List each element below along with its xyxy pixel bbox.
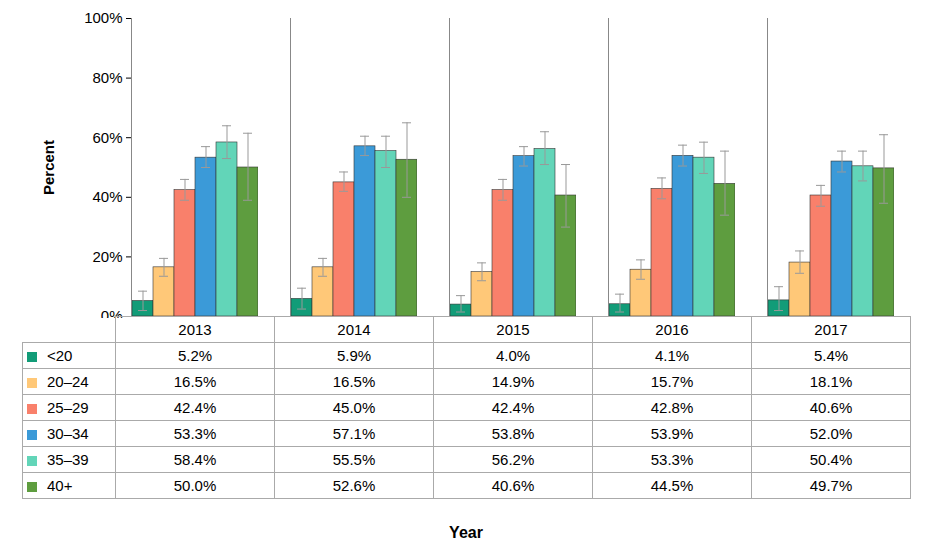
html-text:50.4%: 50.4%	[809, 451, 853, 468]
html-text:52.0%: 52.0%	[809, 425, 853, 442]
html-text:42.4%: 42.4%	[173, 399, 217, 416]
html-text:58.4%: 58.4%	[173, 451, 217, 468]
html-text:4.0%: 4.0%	[495, 347, 531, 364]
html-text:18.1%: 18.1%	[809, 373, 853, 390]
html-text:16.5%: 16.5%	[332, 373, 376, 390]
html-text:40.6%: 40.6%	[809, 399, 853, 416]
html-text:50.0%: 50.0%	[173, 477, 217, 494]
html-text:56.2%: 56.2%	[491, 451, 535, 468]
svg-text:80%: 80%	[92, 69, 122, 86]
svg-text:40%: 40%	[92, 188, 122, 205]
html-text:42.4%: 42.4%	[491, 399, 535, 416]
html-text:2014: 2014	[337, 321, 371, 338]
html-text:Year: Year	[449, 524, 483, 541]
html-text:5.2%: 5.2%	[177, 347, 213, 364]
html-text:35–39: 35–39	[47, 451, 89, 468]
html-text:15.7%: 15.7%	[650, 373, 694, 390]
html-text:<20: <20	[47, 347, 73, 364]
html-text:40+: 40+	[47, 477, 73, 494]
html-text:5.4%: 5.4%	[813, 347, 849, 364]
html-text:45.0%: 45.0%	[332, 399, 376, 416]
html-text:53.9%: 53.9%	[650, 425, 694, 442]
html-text:53.8%: 53.8%	[491, 425, 535, 442]
html-text:49.7%: 49.7%	[809, 477, 853, 494]
html-text:53.3%: 53.3%	[650, 451, 694, 468]
html-text:25–29: 25–29	[47, 399, 89, 416]
svg-text:60%: 60%	[92, 129, 122, 146]
html-text:55.5%: 55.5%	[332, 451, 376, 468]
html-text:52.6%: 52.6%	[332, 477, 376, 494]
html-text:2017: 2017	[814, 321, 848, 338]
html-text:4.1%: 4.1%	[654, 347, 690, 364]
html-text:30–34: 30–34	[47, 425, 89, 442]
html-text:2015: 2015	[496, 321, 530, 338]
html-text:14.9%: 14.9%	[491, 373, 535, 390]
html-text:2013: 2013	[178, 321, 212, 338]
svg-text:Percent: Percent	[40, 140, 57, 195]
html-text:42.8%: 42.8%	[650, 399, 694, 416]
svg-text:20%: 20%	[92, 248, 122, 265]
html-text:16.5%: 16.5%	[173, 373, 217, 390]
html-text:44.5%: 44.5%	[650, 477, 694, 494]
html-text:2016: 2016	[655, 321, 689, 338]
html-text:20–24: 20–24	[47, 373, 89, 390]
html-text:5.9%: 5.9%	[336, 347, 372, 364]
svg-text:100%: 100%	[84, 9, 122, 26]
html-text:57.1%: 57.1%	[332, 425, 376, 442]
html-text:40.6%: 40.6%	[491, 477, 535, 494]
html-text:53.3%: 53.3%	[173, 425, 217, 442]
